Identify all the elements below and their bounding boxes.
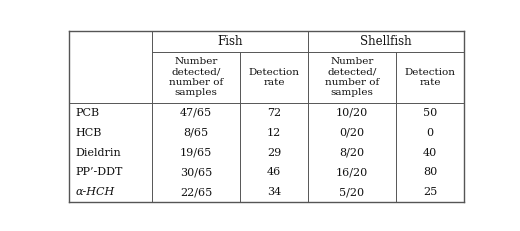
Text: Number
detected/
number of
samples: Number detected/ number of samples <box>169 57 223 97</box>
Text: 8/20: 8/20 <box>340 148 365 158</box>
Text: 50: 50 <box>423 108 437 118</box>
Text: HCB: HCB <box>76 128 102 138</box>
Text: 12: 12 <box>267 128 281 138</box>
Text: 80: 80 <box>423 167 437 177</box>
Text: 40: 40 <box>423 148 437 158</box>
Text: 5/20: 5/20 <box>340 187 365 197</box>
Text: 25: 25 <box>423 187 437 197</box>
Text: 19/65: 19/65 <box>180 148 212 158</box>
Text: α-HCH: α-HCH <box>76 187 115 197</box>
Text: PCB: PCB <box>76 108 100 118</box>
Text: 22/65: 22/65 <box>180 187 212 197</box>
Text: 29: 29 <box>267 148 281 158</box>
Text: 10/20: 10/20 <box>336 108 368 118</box>
Text: 0: 0 <box>426 128 434 138</box>
Text: Detection
rate: Detection rate <box>249 68 300 87</box>
Text: Detection
rate: Detection rate <box>405 68 456 87</box>
Text: 72: 72 <box>267 108 281 118</box>
Text: 47/65: 47/65 <box>180 108 212 118</box>
Text: Number
detected/
number of
samples: Number detected/ number of samples <box>325 57 379 97</box>
Text: 16/20: 16/20 <box>336 167 368 177</box>
Text: 0/20: 0/20 <box>340 128 365 138</box>
Text: PP’-DDT: PP’-DDT <box>76 167 123 177</box>
Text: 30/65: 30/65 <box>180 167 212 177</box>
Text: Shellfish: Shellfish <box>360 35 412 48</box>
Text: 46: 46 <box>267 167 281 177</box>
Text: 8/65: 8/65 <box>184 128 209 138</box>
Text: Fish: Fish <box>217 35 243 48</box>
Text: Dieldrin: Dieldrin <box>76 148 122 158</box>
Text: 34: 34 <box>267 187 281 197</box>
